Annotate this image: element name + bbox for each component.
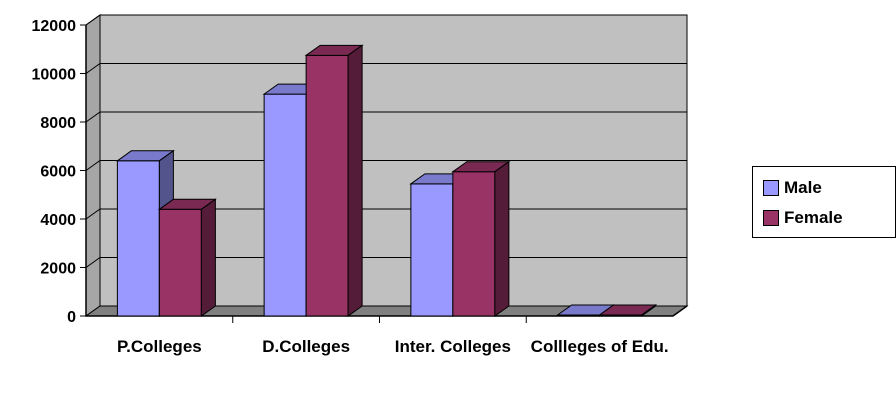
y-tick-label: 8000 xyxy=(40,115,76,132)
bar-female-side xyxy=(200,198,216,317)
bar-female-side xyxy=(494,160,510,317)
bar-female-front xyxy=(305,54,349,317)
legend-label-male: Male xyxy=(784,178,822,197)
legend-item-female: Female xyxy=(763,207,843,229)
x-tick-label: D.Colleges xyxy=(262,337,350,356)
bar-male-front xyxy=(263,93,307,317)
x-tick-label: Inter. Colleges xyxy=(395,337,511,356)
legend-item-male: Male xyxy=(763,177,822,199)
x-axis-depth xyxy=(672,305,688,317)
legend-label-female: Female xyxy=(784,208,843,227)
bar-female-side xyxy=(641,304,657,317)
chart-legend: Male Female xyxy=(752,166,896,238)
gridline xyxy=(85,111,687,123)
y-tick-label: 0 xyxy=(67,309,76,326)
gridline xyxy=(85,14,687,26)
bar-female-side xyxy=(347,44,363,317)
bar-female-front xyxy=(452,171,496,317)
y-tick-label: 2000 xyxy=(40,261,76,278)
y-tick-label: 4000 xyxy=(40,212,76,229)
legend-swatch-male xyxy=(763,180,779,196)
y-tick-label: 12000 xyxy=(32,18,77,35)
y-tick-label: 6000 xyxy=(40,164,76,181)
gridline xyxy=(85,63,687,74)
gridline xyxy=(85,160,687,171)
x-tick-label: P.Colleges xyxy=(117,337,202,356)
y-tick-label: 10000 xyxy=(32,67,77,84)
legend-swatch-female xyxy=(763,210,779,226)
bar-male-front xyxy=(410,183,454,317)
bar-male-front xyxy=(116,160,160,317)
bar-female-front xyxy=(158,208,202,317)
x-tick-label: Collleges of Edu. xyxy=(531,337,669,356)
